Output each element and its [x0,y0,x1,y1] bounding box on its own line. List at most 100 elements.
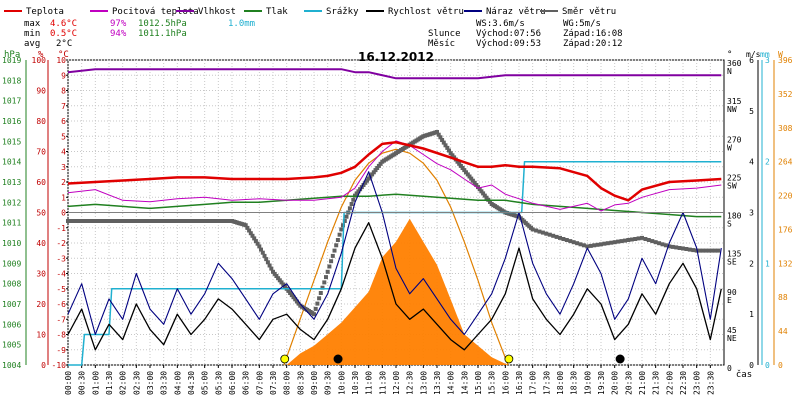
wind-speed-tick: 4 [749,158,754,167]
wind-direction-point [481,191,486,196]
x-tick-label: 01:00 [91,371,100,395]
temperature-tick: 3 [61,163,66,172]
wind-direction-point [551,233,556,238]
x-tick-label: 02:00 [119,371,128,395]
wind-direction-tick-label: SW [727,181,737,190]
wind-direction-point [657,241,662,246]
wind-direction-point [484,195,489,200]
wind-direction-point [76,219,81,223]
wind-direction-point [436,132,441,137]
wind-direction-point [103,219,108,223]
stats-avg-label: avg [24,39,40,49]
rain-tick: 0 [765,361,770,370]
chart-title: 16.12.2012 [358,50,434,64]
temperature-tick: -9 [56,346,66,355]
wind-direction-point [327,264,332,269]
wind-direction-point [296,301,301,306]
wind-direction-point [571,240,576,245]
wind-speed-tick: 2 [749,259,754,268]
wind-direction-point [435,130,439,134]
wind-direction-point [313,306,318,311]
stats-min-label: min [24,29,40,39]
wind-direction-point [646,238,651,242]
solar-tick: 88 [778,293,788,302]
wind-direction-point [482,193,487,198]
moon-label: Měsíc [428,39,455,49]
series-feels-like [67,140,722,212]
moon-marker [615,354,625,364]
wind-direction-point [66,219,70,223]
x-tick-label: 19:30 [597,371,606,395]
sun-marker [504,354,514,364]
x-tick-label: 22:30 [679,371,688,395]
x-tick-label: 16:30 [515,371,524,395]
temperature-tick: 2 [61,178,66,187]
stats-max-label: max [24,19,41,29]
legend-label: Srážky [326,7,359,17]
wind-direction-point [470,178,475,183]
wind-direction-point [462,168,467,173]
wind-direction-point [376,163,381,168]
wind-direction-point [144,219,149,223]
wind-direction-point [375,166,380,170]
wind-direction-point [578,242,583,247]
x-tick-label: 04:30 [187,371,196,395]
left-axes: hPa% °C1004100510061007100810091010101110… [2,50,69,370]
x-tick-label: 11:00 [365,371,374,395]
stats-min-press: 1011.1hPa [138,29,187,39]
rain-tick: 1 [765,259,770,268]
x-tick-label: 12:00 [392,371,401,395]
wind-direction-point [378,161,383,166]
pressure-tick: 1019 [2,56,21,65]
wind-direction-point [629,237,634,242]
solar-tick: 396 [778,56,793,65]
pressure-tick: 1006 [2,320,21,329]
wind-gust-summary: WG:5m/s [563,19,601,29]
wind-direction-point [616,239,621,244]
x-tick-label: 17:00 [529,371,538,395]
x-tick-label: 20:00 [611,371,620,395]
wind-direction-point [117,219,122,223]
wind-direction-point [69,219,74,223]
x-tick-label: 11:30 [378,371,387,395]
humidity-tick: 100 [32,56,47,65]
humidity-axis-label: % [38,50,44,60]
wind-direction-point [317,296,322,301]
wind-direction-tick-label: S [727,220,732,229]
wind-direction-point [626,238,631,242]
pressure-tick: 1017 [2,97,21,106]
wind-direction-point [354,191,359,196]
pressure-tick: 1009 [2,259,21,268]
wind-direction-point [585,244,590,249]
wind-direction-point [202,219,207,223]
pressure-tick: 1012 [2,198,21,207]
wind-direction-point [681,246,685,251]
wind-direction-point [691,248,696,253]
wind-direction-point [339,227,344,232]
wind-direction-point [219,219,224,223]
wind-direction-point [79,219,84,223]
wind-direction-point [269,266,274,271]
wind-direction-tick-label: NW [727,105,737,114]
series-temperature [67,141,722,202]
x-tick-label: 16:00 [501,371,510,395]
solar-tick: 352 [778,90,793,99]
wind-direction-point [537,229,542,234]
wind-direction-point [113,219,118,223]
pressure-axis-label: hPa [4,50,20,60]
temperature-tick: -2 [56,239,66,248]
wind-direction-point [561,237,566,241]
stats-max-hum: 97% [110,19,127,29]
pressure-tick: 1016 [2,117,21,126]
wind-direction-point [330,253,335,258]
wind-direction-point [137,219,142,223]
wind-direction-point [534,228,539,233]
wind-direction-point [710,248,714,253]
wind-direction-point [612,240,617,245]
marker-layer [280,354,625,364]
wind-speed-tick: 5 [749,107,754,116]
pressure-tick: 1015 [2,137,21,146]
legend: Teplota Pocitová teplota Vlhkost Tlak Srážky… [4,7,616,17]
stats-max-temp: 4.6°C [50,19,77,29]
wind-direction-point [199,219,204,223]
